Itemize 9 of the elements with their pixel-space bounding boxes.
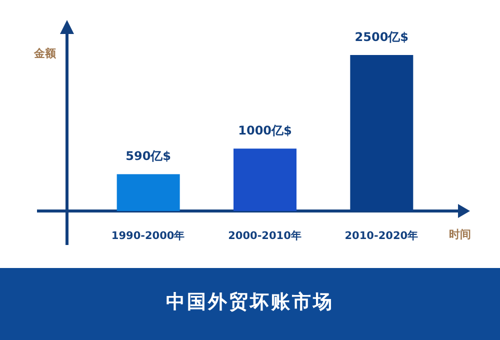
x-tick-label: 2010-2020年	[344, 229, 419, 242]
y-axis-title: 金额	[33, 47, 57, 60]
x-axis-title: 时间	[449, 228, 471, 241]
text: 中国外贸坏账市场	[166, 291, 334, 313]
data-label: 2500亿$	[354, 30, 409, 44]
data-label: 590亿$	[126, 149, 172, 164]
x-tick-label: 1990-2000年	[111, 229, 186, 242]
data-label: 1000亿$	[238, 124, 292, 138]
x-tick-label: 2000-2010年	[228, 229, 302, 242]
